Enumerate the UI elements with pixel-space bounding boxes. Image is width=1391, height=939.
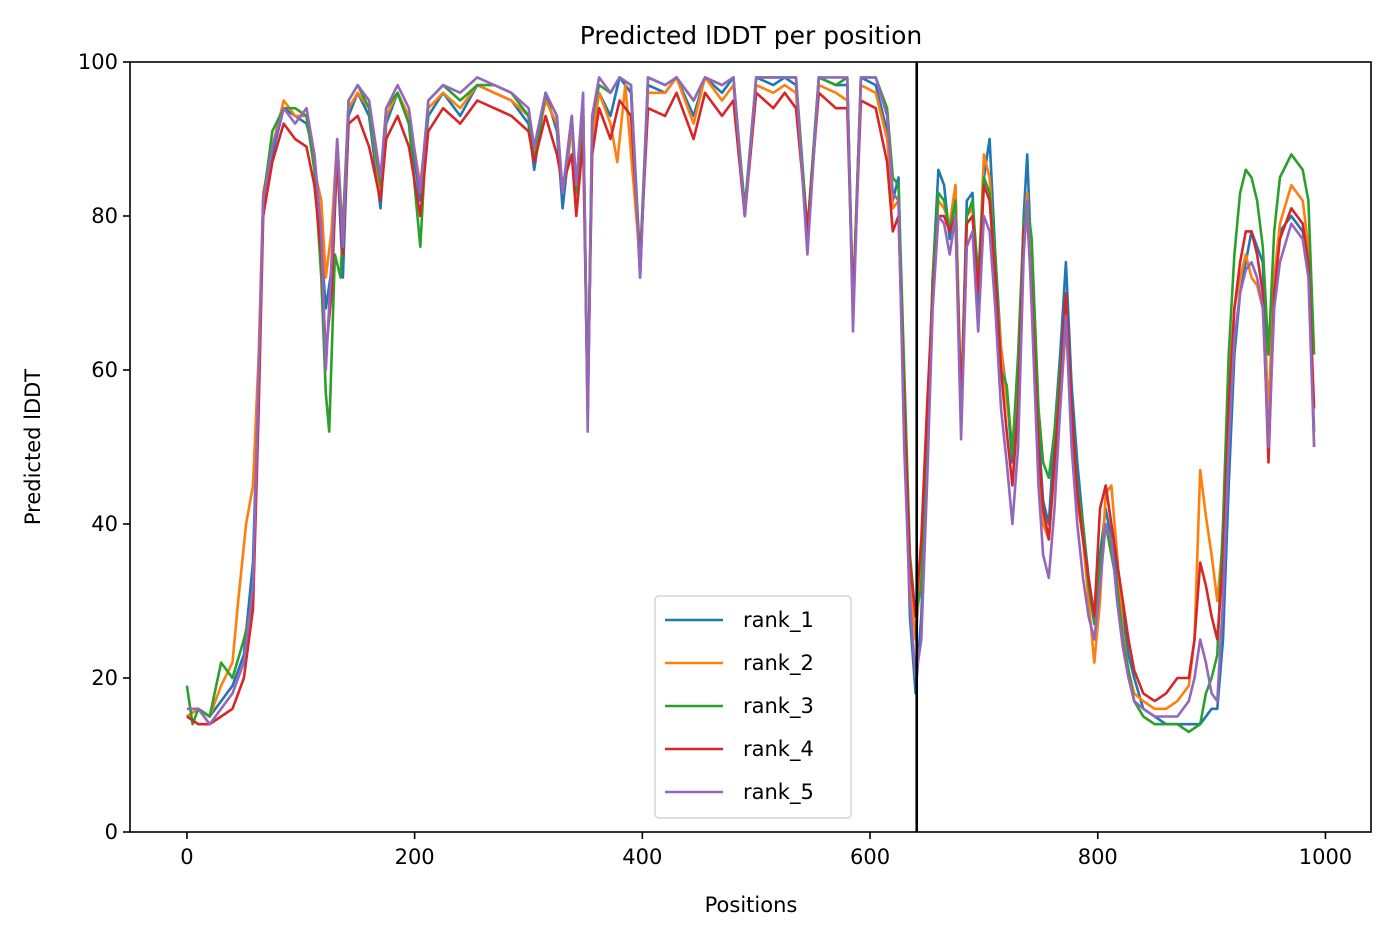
series-line-rank_5 xyxy=(186,76,1316,726)
plot-area xyxy=(185,62,1316,832)
y-tick-label: 100 xyxy=(78,50,118,74)
x-axis: 0 200 400 600 800 1000 xyxy=(180,832,1352,869)
x-tick-label: 600 xyxy=(850,845,890,869)
x-tick-label: 200 xyxy=(395,845,435,869)
x-tick-label: 1000 xyxy=(1299,845,1352,869)
legend-box xyxy=(654,595,852,819)
y-axis: 0 20 40 60 80 100 xyxy=(78,50,130,844)
y-tick-label: 0 xyxy=(105,820,118,844)
legend-label-rank_4: rank_4 xyxy=(743,737,814,762)
x-tick-label: 400 xyxy=(622,845,662,869)
legend-label-rank_1: rank_1 xyxy=(743,608,814,633)
x-tick-label: 800 xyxy=(1078,845,1118,869)
x-tick-label: 0 xyxy=(180,845,193,869)
series-line-rank_4 xyxy=(186,91,1316,726)
y-tick-label: 20 xyxy=(91,666,118,690)
y-tick-label: 60 xyxy=(91,358,118,382)
legend: rank_1 rank_2 rank_3 rank_4 rank_5 xyxy=(654,595,852,819)
legend-label-rank_2: rank_2 xyxy=(743,651,814,676)
plot-frame xyxy=(129,61,1372,833)
y-tick-label: 40 xyxy=(91,512,118,536)
y-tick-label: 80 xyxy=(91,204,118,228)
chart-title: Predicted lDDT per position xyxy=(580,21,922,50)
legend-label-rank_3: rank_3 xyxy=(743,694,814,719)
legend-label-rank_5: rank_5 xyxy=(743,780,814,805)
y-axis-label: Predicted lDDT xyxy=(21,369,45,525)
x-axis-label: Positions xyxy=(705,893,798,917)
